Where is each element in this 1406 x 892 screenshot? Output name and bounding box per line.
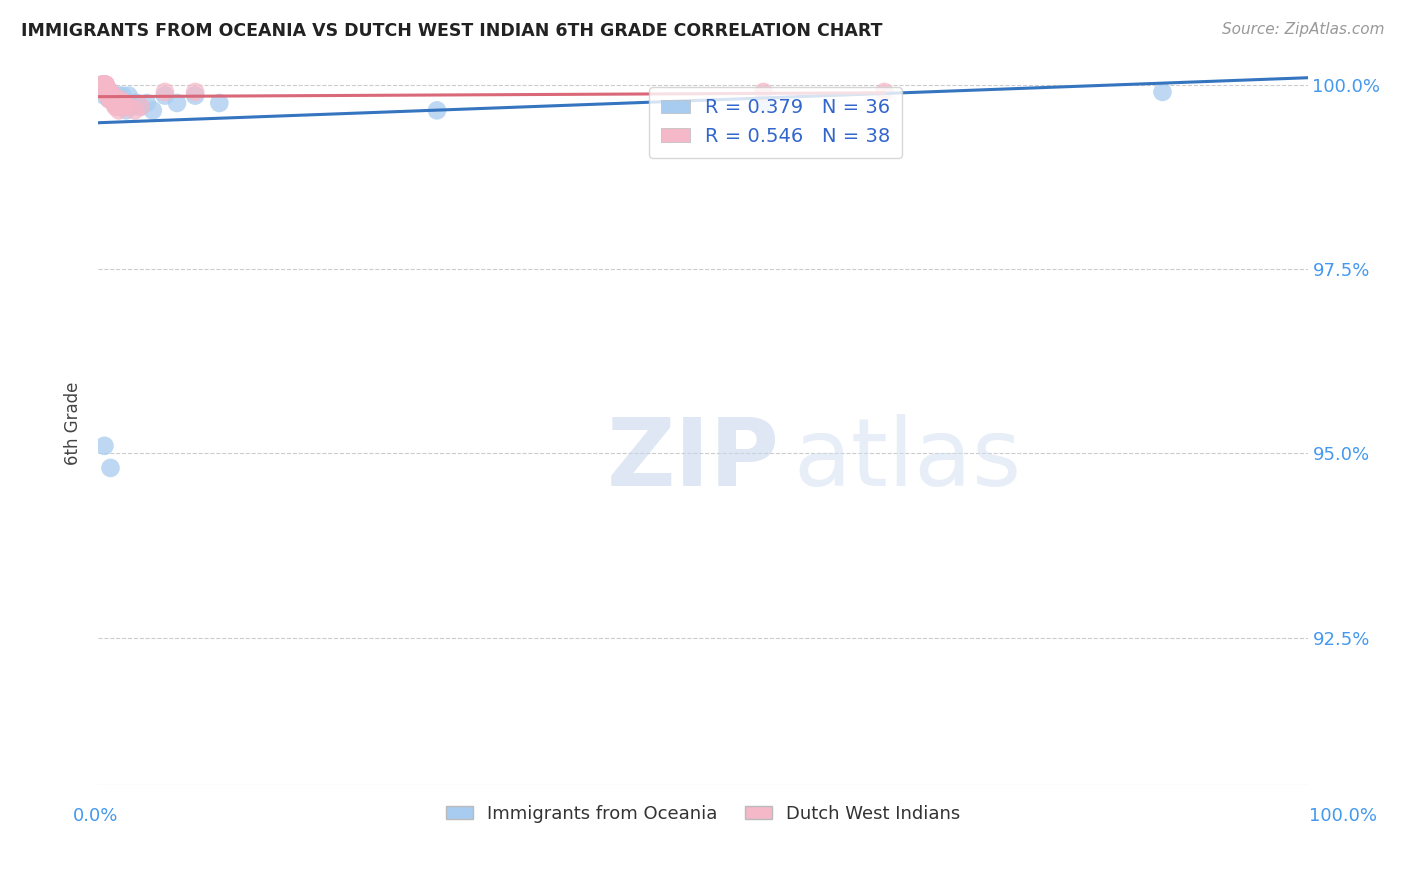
Point: [112, 100, 135, 114]
Point: [93, 78, 115, 92]
Point: [94, 81, 117, 95]
Point: [103, 95, 125, 110]
Point: [96, 81, 118, 95]
Point: [104, 100, 127, 114]
Point: [93, 88, 115, 103]
Point: [153, 88, 176, 103]
Point: [118, 88, 141, 103]
Point: [100, 88, 122, 103]
Point: [110, 95, 132, 110]
Point: [93, 78, 115, 92]
Point: [129, 100, 152, 114]
Point: [108, 100, 131, 114]
Point: [129, 100, 152, 114]
Point: [208, 95, 231, 110]
Point: [98, 92, 121, 106]
Point: [108, 103, 131, 118]
Point: [93, 439, 115, 453]
Point: [184, 85, 207, 99]
Point: [105, 92, 128, 106]
Point: [752, 85, 775, 99]
Text: atlas: atlas: [793, 414, 1022, 506]
Point: [114, 95, 136, 110]
Point: [97, 85, 120, 99]
Point: [96, 85, 118, 99]
Point: [184, 88, 207, 103]
Point: [111, 95, 134, 110]
Point: [142, 103, 165, 118]
Point: [127, 95, 149, 110]
Point: [166, 95, 188, 110]
Point: [103, 92, 125, 106]
Point: [107, 95, 129, 110]
Point: [108, 92, 131, 106]
Point: [105, 95, 128, 110]
Point: [873, 85, 896, 99]
Point: [94, 78, 117, 92]
Point: [108, 88, 131, 103]
Point: [101, 88, 124, 103]
Point: [97, 85, 120, 99]
Point: [124, 95, 146, 110]
Point: [752, 95, 775, 110]
Legend: Immigrants from Oceania, Dutch West Indians: Immigrants from Oceania, Dutch West Indi…: [439, 797, 967, 830]
Point: [97, 88, 120, 103]
Point: [1152, 85, 1174, 99]
Point: [100, 85, 122, 99]
Point: [91, 78, 114, 92]
Point: [135, 95, 157, 110]
Point: [98, 88, 121, 103]
Point: [91, 78, 114, 92]
Point: [105, 100, 128, 114]
Text: Source: ZipAtlas.com: Source: ZipAtlas.com: [1222, 22, 1385, 37]
Point: [103, 95, 125, 110]
Point: [98, 92, 121, 106]
Point: [100, 461, 122, 475]
Y-axis label: 6th Grade: 6th Grade: [65, 382, 83, 466]
Point: [114, 95, 136, 110]
Point: [103, 92, 125, 106]
Point: [93, 78, 115, 92]
Point: [426, 103, 449, 118]
Text: 100.0%: 100.0%: [1309, 807, 1376, 825]
Point: [110, 100, 132, 114]
Point: [97, 88, 120, 103]
Text: 0.0%: 0.0%: [73, 807, 118, 825]
Point: [120, 100, 142, 114]
Point: [96, 81, 118, 95]
Point: [100, 88, 122, 103]
Point: [101, 88, 124, 103]
Point: [115, 103, 138, 118]
Point: [100, 92, 122, 106]
Point: [112, 95, 135, 110]
Point: [153, 85, 176, 99]
Point: [105, 95, 128, 110]
Point: [111, 88, 134, 103]
Point: [91, 78, 114, 92]
Point: [118, 100, 141, 114]
Point: [94, 78, 117, 92]
Text: ZIP: ZIP: [606, 414, 779, 506]
Point: [100, 88, 122, 103]
Point: [100, 85, 122, 99]
Text: IMMIGRANTS FROM OCEANIA VS DUTCH WEST INDIAN 6TH GRADE CORRELATION CHART: IMMIGRANTS FROM OCEANIA VS DUTCH WEST IN…: [21, 22, 883, 40]
Point: [124, 103, 146, 118]
